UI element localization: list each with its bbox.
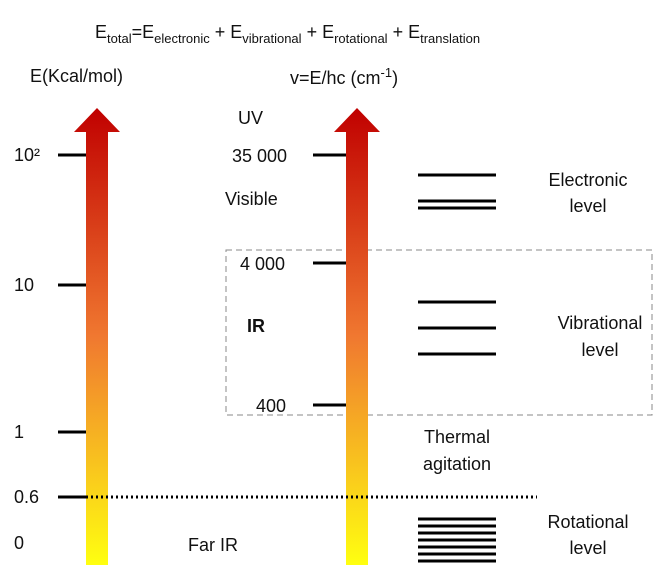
right-tick-label: 35 000 <box>232 146 287 166</box>
equation: Etotal=Eelectronic + Evibrational + Erot… <box>95 22 480 46</box>
level-label: Thermal <box>424 427 490 447</box>
left-axis-title: E(Kcal/mol) <box>30 66 123 86</box>
left-tick-label: 10² <box>14 145 40 165</box>
eq-part: E <box>95 22 107 42</box>
left-tick-label: 0.6 <box>14 487 39 507</box>
level-label: level <box>569 538 606 558</box>
eq-sub: total <box>107 31 132 46</box>
title-sup: -1 <box>381 65 393 80</box>
left-tick-label: 0 <box>14 533 24 553</box>
level-label: Rotational <box>547 512 628 532</box>
eq-sub: electronic <box>154 31 210 46</box>
left-tick-label: 1 <box>14 422 24 442</box>
level-label: level <box>581 340 618 360</box>
right-tick-label: 4 000 <box>240 254 285 274</box>
title-part: ) <box>392 68 398 88</box>
ir-box <box>225 249 653 416</box>
right-tick-label: 400 <box>256 396 286 416</box>
eq-part: + E <box>302 22 335 42</box>
eq-part: =E <box>132 22 155 42</box>
right-arrow <box>334 108 380 565</box>
level-label: agitation <box>423 454 491 474</box>
region-label: Far IR <box>188 535 238 555</box>
region-label: UV <box>238 108 263 128</box>
title-part: v=E/hc (cm <box>290 68 381 88</box>
eq-part: + E <box>388 22 421 42</box>
level-label: level <box>569 196 606 216</box>
region-label: IR <box>247 316 265 336</box>
eq-sub: rotational <box>334 31 388 46</box>
right-axis-title: v=E/hc (cm-1) <box>290 65 398 88</box>
eq-part: + E <box>210 22 243 42</box>
eq-sub: vibrational <box>242 31 301 46</box>
eq-sub: translation <box>420 31 480 46</box>
left-tick-label: 10 <box>14 275 34 295</box>
region-label: Visible <box>225 189 278 209</box>
rotational-lines <box>418 517 496 563</box>
left-arrow <box>74 108 120 565</box>
level-label: Vibrational <box>558 313 643 333</box>
level-label: Electronic <box>548 170 627 190</box>
